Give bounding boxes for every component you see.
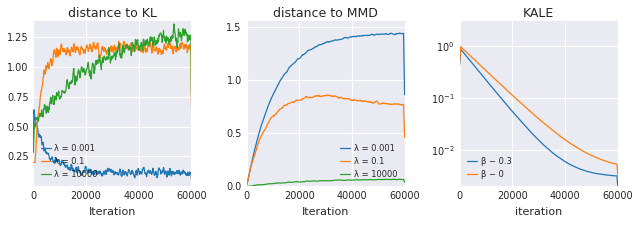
- X-axis label: Iteration: Iteration: [89, 207, 136, 217]
- Legend: λ = 0.001, λ = 0.1, λ = 10000: λ = 0.001, λ = 0.1, λ = 10000: [337, 140, 401, 182]
- Legend: λ = 0.001, λ = 0.1, λ = 10000: λ = 0.001, λ = 0.1, λ = 10000: [38, 140, 101, 182]
- X-axis label: Iteration: Iteration: [302, 207, 349, 217]
- Title: distance to MMD: distance to MMD: [273, 7, 378, 20]
- X-axis label: iteration: iteration: [515, 207, 563, 217]
- Title: distance to KL: distance to KL: [68, 7, 157, 20]
- Legend: β − 0.3, β − 0: β − 0.3, β − 0: [464, 153, 515, 182]
- Title: KALE: KALE: [523, 7, 554, 20]
